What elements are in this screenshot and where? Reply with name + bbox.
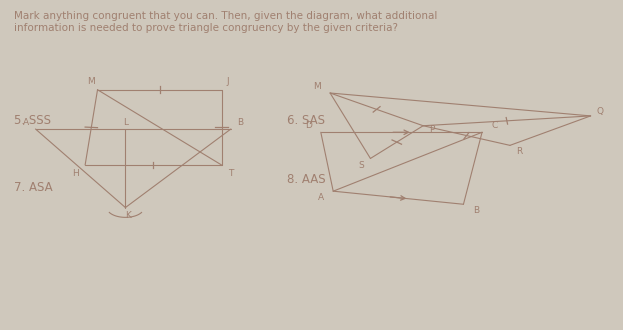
Text: B: B (237, 118, 243, 127)
Text: J: J (226, 77, 229, 86)
Text: B: B (473, 206, 479, 215)
Text: D: D (305, 121, 312, 130)
Text: R: R (516, 148, 523, 156)
Text: L: L (123, 118, 128, 127)
Text: M: M (87, 77, 95, 86)
Text: 5. SSS: 5. SSS (14, 114, 51, 127)
Text: 7. ASA: 7. ASA (14, 182, 52, 194)
Text: A: A (23, 118, 29, 127)
Text: Q: Q (597, 107, 604, 116)
Text: 8. AAS: 8. AAS (287, 173, 325, 186)
Text: S: S (358, 160, 364, 170)
Text: T: T (228, 169, 234, 178)
Text: 6. SAS: 6. SAS (287, 114, 325, 127)
Text: K: K (126, 211, 131, 220)
Text: P: P (429, 124, 435, 134)
Text: C: C (492, 121, 498, 130)
Text: A: A (318, 193, 324, 202)
Text: M: M (313, 82, 321, 91)
Text: H: H (72, 169, 79, 178)
Text: Mark anything congruent that you can. Then, given the diagram, what additional
i: Mark anything congruent that you can. Th… (14, 11, 437, 33)
